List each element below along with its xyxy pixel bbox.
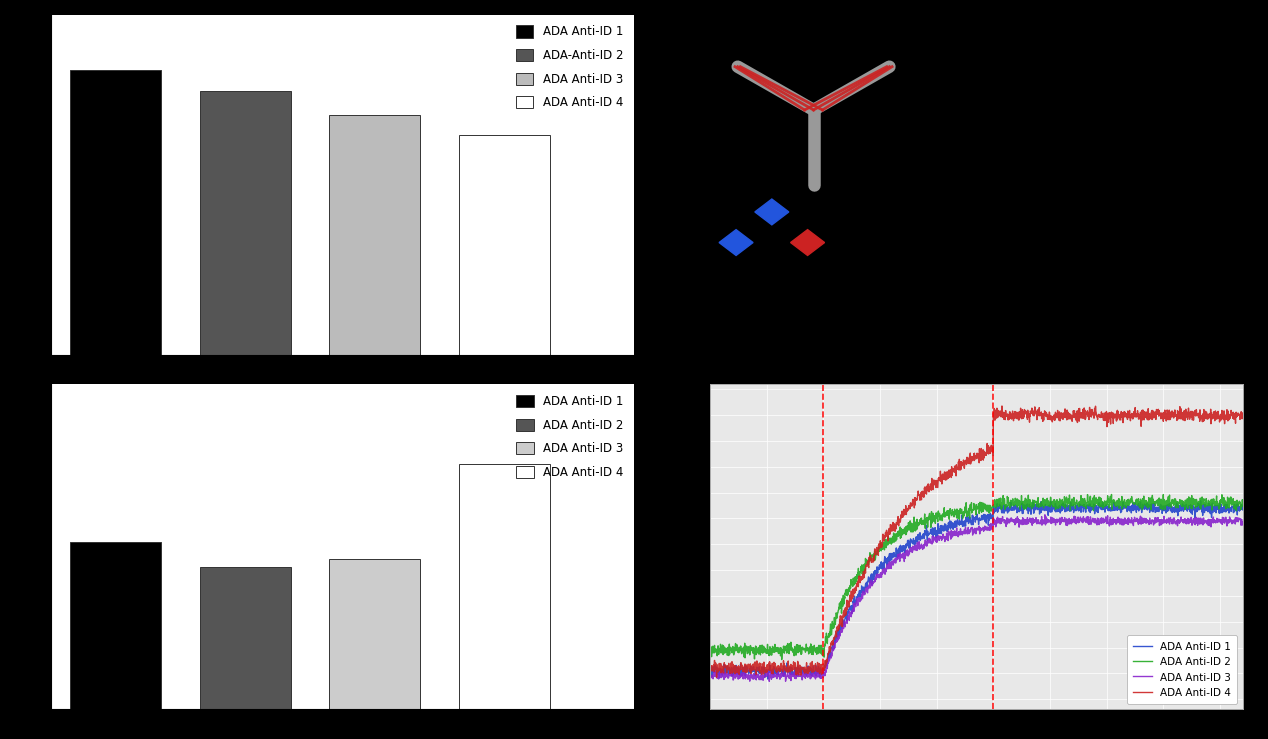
ADA Anti-ID 2 [923, 515, 938, 524]
ADA Anti-ID 1 [761, 675, 776, 684]
Line: ADA Anti-ID 2: ADA Anti-ID 2 [710, 494, 1243, 660]
ADA Anti-ID 4 [709, 673, 724, 682]
ADA Anti-ID 2 [1066, 493, 1082, 502]
Bar [459, 134, 550, 355]
ADA Anti-ID 2 [817, 653, 832, 661]
Bar [200, 567, 290, 709]
ADA Anti-ID 3 [702, 672, 718, 681]
Bar [459, 464, 550, 709]
X-axis label: Cibisatamab (capture): Cibisatamab (capture) [273, 370, 412, 382]
Y-axis label: Binding Response [nm]: Binding Response [nm] [5, 474, 18, 619]
Text: Biolayer Interferometry: Biolayer Interferometry [51, 367, 236, 381]
ADA Anti-ID 1 [902, 539, 917, 548]
ADA Anti-ID 4 [923, 483, 938, 492]
ADA Anti-ID 3 [1235, 520, 1250, 529]
ADA Anti-ID 2 [733, 641, 748, 650]
Bar [70, 70, 161, 355]
ADA Anti-ID 4 [817, 666, 832, 675]
Polygon shape [754, 199, 789, 225]
Text: ELISA: ELISA [51, 0, 104, 12]
ADA Anti-ID 3 [762, 677, 777, 686]
ADA Anti-ID 4 [702, 667, 718, 676]
Polygon shape [791, 230, 824, 256]
ADA Anti-ID 2 [921, 522, 936, 531]
Bar [200, 91, 290, 355]
ADA Anti-ID 1 [1235, 505, 1250, 514]
ADA Anti-ID 1 [817, 664, 832, 673]
ADA Anti-ID 1 [1066, 506, 1082, 515]
ADA Anti-ID 2 [1235, 501, 1250, 510]
ADA Anti-ID 1 [733, 660, 748, 669]
ADA Anti-ID 3 [921, 539, 936, 548]
ADA Anti-ID 1 [921, 527, 936, 536]
ADA Anti-ID 4 [994, 401, 1009, 410]
Bar [70, 542, 161, 709]
Line: ADA Anti-ID 3: ADA Anti-ID 3 [710, 515, 1243, 681]
Y-axis label: Signal (OD): Signal (OD) [15, 149, 28, 221]
ADA Anti-ID 3 [733, 671, 748, 680]
ADA Anti-ID 3 [817, 670, 832, 678]
Line: ADA Anti-ID 1: ADA Anti-ID 1 [710, 501, 1243, 679]
ADA Anti-ID 4 [921, 483, 936, 492]
ADA Anti-ID 4 [733, 658, 748, 667]
Bar [330, 559, 420, 709]
ADA Anti-ID 2 [773, 655, 789, 664]
ADA Anti-ID 3 [902, 548, 917, 556]
ADA Anti-ID 4 [902, 501, 917, 510]
ADA Anti-ID 3 [923, 535, 938, 544]
ADA Anti-ID 2 [1104, 490, 1120, 499]
ADA Anti-ID 1 [923, 529, 938, 538]
ADA Anti-ID 2 [702, 647, 718, 655]
Polygon shape [719, 230, 753, 256]
ADA Anti-ID 3 [1037, 511, 1052, 520]
ADA Anti-ID 1 [1193, 497, 1208, 505]
X-axis label: Cibisatamab (capture): Cibisatamab (capture) [273, 724, 412, 737]
ADA Anti-ID 3 [1066, 511, 1082, 520]
Legend: ADA Anti-ID 1, ADA-Anti-ID 2, ADA Anti-ID 3, ADA Anti-ID 4: ADA Anti-ID 1, ADA-Anti-ID 2, ADA Anti-I… [511, 21, 628, 114]
Bar [330, 115, 420, 355]
Legend: ADA Anti-ID 1, ADA Anti-ID 2, ADA Anti-ID 3, ADA Anti-ID 4: ADA Anti-ID 1, ADA Anti-ID 2, ADA Anti-I… [511, 390, 628, 483]
ADA Anti-ID 4 [1235, 412, 1250, 420]
ADA Anti-ID 2 [902, 523, 917, 532]
ADA Anti-ID 1 [702, 669, 718, 678]
Legend: ADA Anti-ID 1, ADA Anti-ID 2, ADA Anti-ID 3, ADA Anti-ID 4: ADA Anti-ID 1, ADA Anti-ID 2, ADA Anti-I… [1127, 636, 1238, 704]
ADA Anti-ID 4 [1066, 406, 1082, 415]
Line: ADA Anti-ID 4: ADA Anti-ID 4 [710, 406, 1243, 678]
